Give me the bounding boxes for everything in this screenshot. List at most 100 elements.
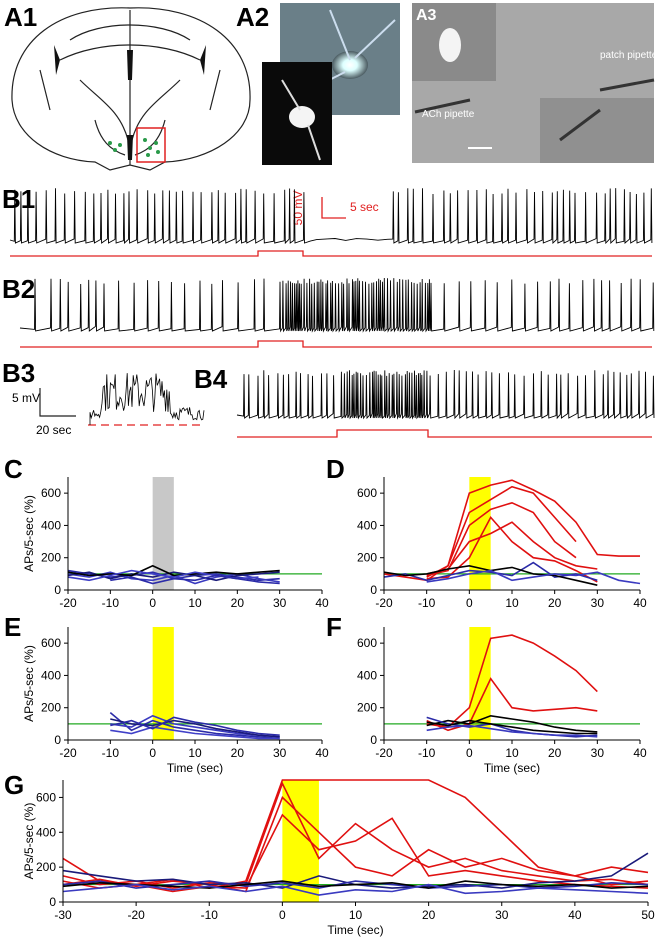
panel-label: B4 (194, 364, 228, 394)
x-tick-label: 30 (495, 908, 509, 922)
scale-bar (321, 197, 346, 219)
y-axis-label: APs/5-sec (%) (22, 803, 36, 880)
scale-label: 5 mV (12, 391, 40, 405)
brain-section (11, 7, 251, 171)
data-line (383, 561, 598, 582)
data-line (426, 521, 598, 575)
image-label: patch pipette (600, 50, 656, 61)
data-line (426, 569, 641, 585)
y-tick-label: 400 (357, 668, 377, 682)
x-tick-label: -20 (375, 596, 393, 610)
scale-bar (39, 388, 76, 417)
y-axis-label: APs/5-sec (%) (22, 495, 36, 572)
stimulus-window (469, 477, 491, 590)
ventricle (54, 45, 206, 160)
scale-label: 20 sec (36, 423, 71, 437)
x-tick-label: 30 (591, 746, 605, 760)
y-tick-label: 200 (357, 701, 377, 715)
x-tick-label: -10 (201, 908, 219, 922)
x-tick-label: -10 (418, 596, 436, 610)
x-tick-label: -20 (127, 908, 145, 922)
x-tick-label: 0 (466, 746, 473, 760)
data-line (110, 718, 280, 738)
cell-image (289, 106, 315, 128)
data-line (426, 485, 577, 578)
data-line (426, 677, 598, 732)
data-line (110, 726, 280, 740)
panel-label: B2 (2, 274, 35, 304)
x-tick-label: -10 (418, 746, 436, 760)
x-tick-label: 40 (315, 596, 329, 610)
x-axis-label: Time (sec) (327, 923, 383, 937)
scale-label: 5 sec (350, 200, 379, 214)
data-line (62, 795, 649, 893)
x-tick-label: 20 (548, 746, 562, 760)
voltage-trace (89, 373, 205, 425)
y-tick-label: 0 (54, 733, 61, 747)
x-tick-label: 0 (466, 596, 473, 610)
y-tick-label: 200 (357, 551, 377, 565)
x-tick-label: 10 (349, 908, 363, 922)
x-tick-label: 10 (188, 596, 202, 610)
x-tick-label: 30 (273, 596, 287, 610)
x-tick-label: -20 (59, 596, 77, 610)
x-tick-label: 10 (505, 746, 519, 760)
stimulus-window (152, 627, 174, 740)
x-tick-label: 40 (568, 908, 582, 922)
scale-label: 50 mV (291, 191, 305, 226)
panel-label: A1 (4, 2, 37, 32)
y-tick-label: 0 (370, 733, 377, 747)
x-tick-label: 30 (273, 746, 287, 760)
y-axis-label: APs/5-sec (%) (22, 645, 36, 722)
y-tick-label: 600 (41, 636, 61, 650)
cell-image (332, 51, 368, 79)
y-tick-label: 200 (41, 701, 61, 715)
y-tick-label: 0 (49, 895, 56, 909)
y-tick-label: 400 (357, 518, 377, 532)
image-label: ACh pipette (422, 109, 475, 120)
x-tick-label: 20 (422, 908, 436, 922)
data-line (62, 883, 649, 896)
voltage-trace (236, 369, 655, 420)
region-box (136, 127, 166, 163)
panel-label: E (4, 612, 21, 642)
y-tick-label: 600 (36, 790, 56, 804)
y-tick-label: 600 (357, 636, 377, 650)
x-tick-label: 50 (641, 908, 655, 922)
panel-label: A3 (416, 7, 437, 24)
data-line (383, 479, 640, 582)
x-tick-label: -20 (59, 746, 77, 760)
x-tick-label: 20 (231, 596, 245, 610)
x-tick-label: 40 (633, 746, 647, 760)
data-line (62, 880, 649, 889)
data-line (426, 719, 598, 735)
x-tick-label: 20 (548, 596, 562, 610)
x-tick-label: 0 (279, 908, 286, 922)
data-line (62, 779, 649, 889)
y-tick-label: 400 (41, 668, 61, 682)
panel-label: A2 (236, 2, 269, 32)
y-tick-label: 200 (36, 860, 56, 874)
y-tick-label: 600 (357, 486, 377, 500)
y-tick-label: 400 (36, 825, 56, 839)
x-tick-label: 10 (505, 596, 519, 610)
data-line (426, 724, 598, 738)
x-tick-label: 40 (315, 746, 329, 760)
panel-label: B3 (2, 358, 35, 388)
x-tick-label: -10 (102, 596, 120, 610)
data-line (67, 564, 280, 577)
x-tick-label: 10 (188, 746, 202, 760)
stimulus-line (10, 250, 652, 438)
x-axis-label: Time (sec) (167, 761, 223, 775)
x-tick-label: -30 (54, 908, 72, 922)
panel-label: D (326, 454, 345, 484)
stimulus-window (152, 477, 174, 590)
dendrite (281, 79, 321, 161)
cell-markers (108, 138, 160, 157)
data-line (110, 574, 280, 585)
data-line (426, 634, 598, 728)
panel-label: C (4, 454, 23, 484)
data-line (426, 501, 577, 577)
data-line (426, 714, 598, 733)
